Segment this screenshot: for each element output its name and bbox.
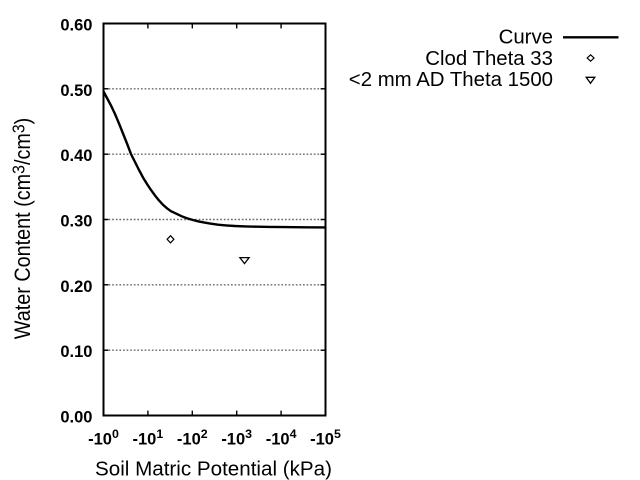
svg-text:0.50: 0.50 <box>60 82 92 100</box>
svg-text:0.30: 0.30 <box>60 213 92 231</box>
svg-text:0.20: 0.20 <box>60 278 92 296</box>
svg-text:-105: -105 <box>310 427 341 448</box>
svg-text:Water Content (cm3/cm3): Water Content (cm3/cm3) <box>9 118 36 339</box>
svg-text:Soil Matric Potential (kPa): Soil Matric Potential (kPa) <box>95 457 332 480</box>
svg-text:-104: -104 <box>266 427 297 448</box>
svg-text:0.40: 0.40 <box>60 147 92 165</box>
svg-text:-101: -101 <box>133 427 164 448</box>
svg-text:0.60: 0.60 <box>60 17 92 35</box>
svg-text:Clod Theta 33: Clod Theta 33 <box>425 48 553 70</box>
svg-text:-103: -103 <box>221 427 252 448</box>
svg-text:<2 mm AD Theta 1500: <2 mm AD Theta 1500 <box>349 69 553 91</box>
svg-text:-100: -100 <box>88 427 119 448</box>
svg-text:0.10: 0.10 <box>60 343 92 361</box>
svg-text:Curve: Curve <box>499 27 553 49</box>
svg-text:0.00: 0.00 <box>60 409 92 427</box>
svg-text:-102: -102 <box>177 427 208 448</box>
